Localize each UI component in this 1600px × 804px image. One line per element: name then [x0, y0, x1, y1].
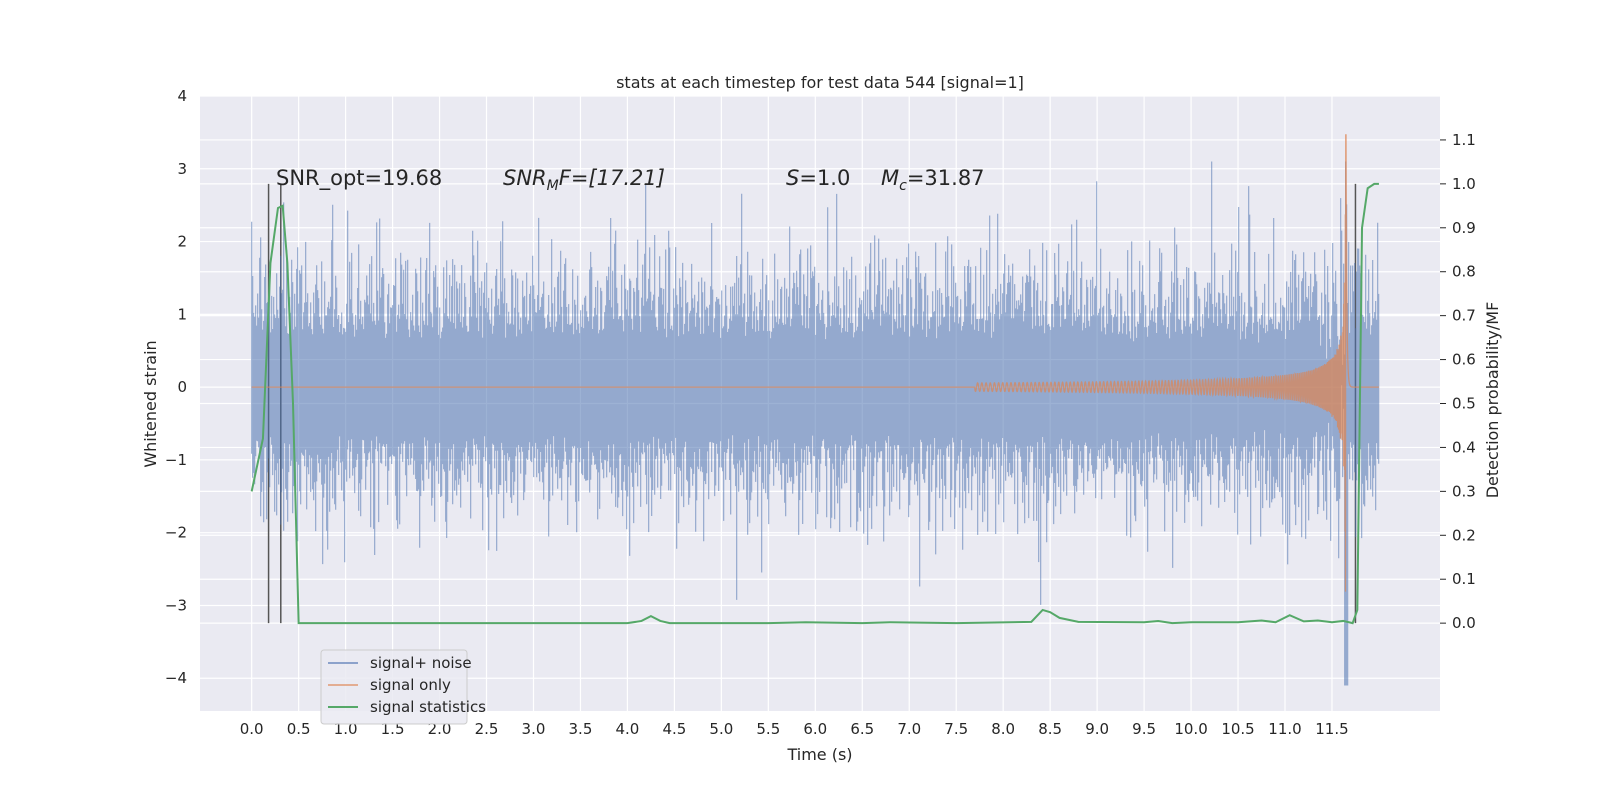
x-axis-label: Time (s) [786, 745, 852, 764]
y-tick-label: 1 [177, 305, 187, 323]
x-tick-label: 7.5 [944, 720, 968, 738]
annotation-mc-sub: c [899, 178, 907, 194]
annotation-s-value: =1.0 [799, 166, 850, 190]
x-tick-label: 5.5 [756, 720, 780, 738]
y-tick-label: −2 [165, 524, 187, 542]
y-tick-labels: 4 3 2 1 0 −1 −2 −3 −4 [165, 87, 187, 687]
x-tick-label: 0.0 [240, 720, 264, 738]
y-right-tick-label: 0.8 [1452, 263, 1476, 281]
y-right-tick-label: 0.9 [1452, 219, 1476, 237]
y-axis-label: Whitened strain [141, 340, 160, 467]
x-tick-label: 3.5 [569, 720, 593, 738]
y-tick-label: 0 [177, 378, 187, 396]
legend-label-signal-statistics: signal statistics [370, 698, 486, 716]
annotation-s: S=1.0 [786, 166, 850, 190]
y-tick-label: −3 [165, 596, 187, 614]
x-tick-label: 6.5 [850, 720, 874, 738]
x-tick-label: 0.5 [287, 720, 311, 738]
x-tick-label: 9.0 [1085, 720, 1109, 738]
x-tick-label: 4.0 [615, 720, 639, 738]
annotation-mc-value: =31.87 [907, 166, 985, 190]
x-tick-label: 8.0 [991, 720, 1015, 738]
legend-label-signal-only: signal only [370, 676, 451, 694]
legend-label-signal-plus-noise: signal+ noise [370, 654, 472, 672]
x-tick-label: 4.5 [662, 720, 686, 738]
y-right-tick-label: 0.6 [1452, 351, 1476, 369]
x-tick-label: 7.0 [897, 720, 921, 738]
y-tick-label: 3 [177, 160, 187, 178]
legend-box [320, 649, 468, 725]
annotation-snr-mf-sub: M [547, 178, 559, 194]
x-tick-label: 6.0 [803, 720, 827, 738]
y-right-tick-label: 0.1 [1452, 570, 1476, 588]
x-tick-label: 10.0 [1174, 720, 1207, 738]
y-tick-label: 4 [177, 87, 187, 105]
y-tick-label: 2 [177, 233, 187, 251]
signal-only-series [251, 134, 1379, 592]
signal-statistics-trace [250, 182, 1379, 625]
x-tick-label: 3.0 [522, 720, 546, 738]
x-tick-label: 11.0 [1268, 720, 1301, 738]
x-tick-label: 9.5 [1132, 720, 1156, 738]
y-right-tick-label: 0.0 [1452, 614, 1476, 632]
y-tick-label: −1 [165, 451, 187, 469]
signal-only-trace [251, 134, 1379, 592]
annotation-snr-mf-name: SNR [503, 166, 547, 190]
y-right-tick-labels: 1.1 1.0 0.9 0.8 0.7 0.6 0.5 0.4 0.3 0.2 0.1 0.0 [1440, 131, 1476, 632]
annotation-snr-mf: SNRMF=[17.21] [503, 166, 665, 194]
x-tick-label: 8.5 [1038, 720, 1062, 738]
annotation-snr-mf-rest-f: F=[17.21] [559, 166, 665, 190]
x-tick-label: 10.5 [1221, 720, 1254, 738]
annotation-snr-opt: SNR_opt=19.68 [276, 166, 442, 191]
x-tick-label: 5.0 [709, 720, 733, 738]
y-right-tick-label: 1.0 [1452, 175, 1476, 193]
chart-title: stats at each timestep for test data 544… [616, 73, 1024, 92]
x-tick-label: 2.5 [475, 720, 499, 738]
signal-statistics-series [250, 182, 1379, 625]
y-right-tick-label: 1.1 [1452, 131, 1476, 149]
y-right-tick-label: 0.3 [1452, 482, 1476, 500]
legend: signal+ noise signal only signal statist… [320, 649, 486, 725]
annotation-s-name: S [786, 166, 799, 190]
y-right-tick-label: 0.4 [1452, 438, 1476, 456]
y-right-tick-label: 0.7 [1452, 307, 1476, 325]
annotation-mc: Mc=31.87 [881, 166, 985, 194]
annotation-mc-name: M [881, 166, 899, 190]
y-right-tick-label: 0.5 [1452, 395, 1476, 413]
x-tick-labels: 0.0 0.5 1.0 1.5 2.0 2.5 3.0 3.5 4.0 4.5 5.0 5.5 6.0 6… [240, 720, 1349, 738]
x-tick-label: 11.5 [1315, 720, 1348, 738]
y-tick-label: −4 [165, 669, 187, 687]
y-right-tick-label: 0.2 [1452, 526, 1476, 544]
y-right-axis-label: Detection probability/MF [1483, 302, 1502, 499]
